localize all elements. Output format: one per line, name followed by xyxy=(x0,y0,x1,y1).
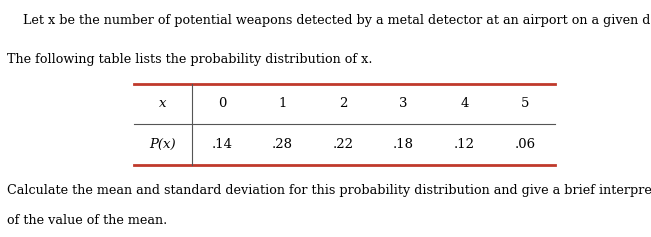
Text: .18: .18 xyxy=(393,138,414,151)
Text: .12: .12 xyxy=(454,138,475,151)
Text: .28: .28 xyxy=(272,138,293,151)
Text: P(x): P(x) xyxy=(150,138,176,151)
Text: .14: .14 xyxy=(212,138,232,151)
Text: .22: .22 xyxy=(333,138,353,151)
Text: 1: 1 xyxy=(278,97,286,110)
Text: Let x be the number of potential weapons detected by a metal detector at an airp: Let x be the number of potential weapons… xyxy=(7,14,651,27)
Text: 2: 2 xyxy=(339,97,347,110)
Text: x: x xyxy=(159,97,167,110)
Text: 5: 5 xyxy=(521,97,529,110)
Text: 0: 0 xyxy=(217,97,226,110)
Text: of the value of the mean.: of the value of the mean. xyxy=(7,214,167,227)
Text: .06: .06 xyxy=(514,138,535,151)
Text: Calculate the mean and standard deviation for this probability distribution and : Calculate the mean and standard deviatio… xyxy=(7,183,651,196)
Text: 3: 3 xyxy=(400,97,408,110)
Text: 4: 4 xyxy=(460,97,469,110)
Text: The following table lists the probability distribution of x.: The following table lists the probabilit… xyxy=(7,54,372,66)
